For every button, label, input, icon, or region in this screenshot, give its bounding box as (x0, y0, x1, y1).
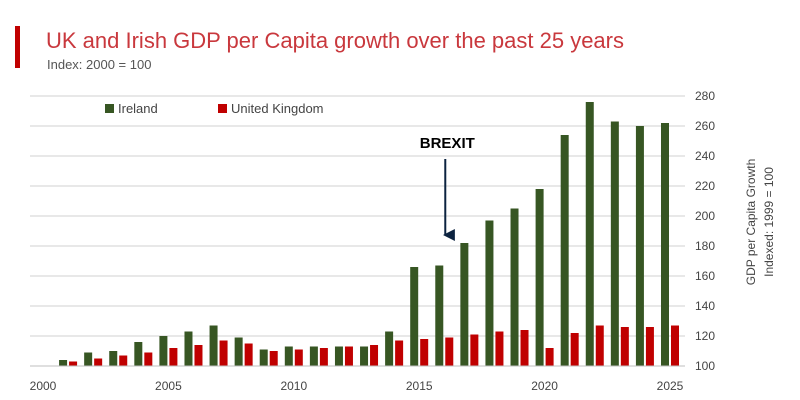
legend-swatch-united-kingdom (218, 104, 227, 113)
bar-united-kingdom-2014 (395, 340, 404, 366)
bar-ireland-2016 (435, 265, 444, 366)
bars (59, 102, 679, 366)
bar-united-kingdom-2004 (144, 352, 153, 366)
y-tick-label-240: 240 (695, 149, 715, 163)
bar-united-kingdom-2025 (671, 325, 679, 366)
bar-ireland-2022 (585, 102, 594, 366)
bar-united-kingdom-2015 (420, 339, 429, 366)
y-axis-label: GDP per Capita Growth Indexed: 1999 = 100 (744, 159, 776, 286)
bar-united-kingdom-2023 (620, 327, 629, 366)
bar-ireland-2020 (535, 189, 544, 366)
y-tick-label-200: 200 (695, 209, 715, 223)
bar-ireland-2010 (284, 346, 293, 366)
bar-united-kingdom-2020 (545, 348, 554, 366)
bar-united-kingdom-2011 (319, 348, 328, 366)
title-accent-bar (15, 26, 20, 68)
legend-swatch-ireland (105, 104, 114, 113)
y-axis-label-line-1: GDP per Capita Growth (744, 159, 758, 286)
bar-ireland-2019 (510, 208, 519, 366)
bar-united-kingdom-2007 (219, 340, 228, 366)
bar-ireland-2011 (309, 346, 318, 366)
y-tick-label-140: 140 (695, 299, 715, 313)
bar-ireland-2017 (460, 243, 469, 366)
y-tick-label-280: 280 (695, 89, 715, 103)
bar-ireland-2004 (134, 342, 143, 366)
legend-label-united-kingdom: United Kingdom (231, 101, 324, 116)
bar-united-kingdom-2009 (269, 351, 278, 366)
y-axis-label-line-2: Indexed: 1999 = 100 (762, 167, 776, 277)
chart-subtitle: Index: 2000 = 100 (47, 57, 152, 72)
bar-ireland-2007 (209, 325, 218, 366)
chart-title: UK and Irish GDP per Capita growth over … (46, 28, 624, 53)
y-tick-label-260: 260 (695, 119, 715, 133)
bar-united-kingdom-2017 (470, 334, 479, 366)
bar-ireland-2015 (410, 267, 419, 366)
bar-ireland-2009 (259, 349, 268, 366)
y-tick-label-180: 180 (695, 239, 715, 253)
gridlines (30, 95, 685, 337)
bar-ireland-2024 (635, 126, 644, 366)
bar-ireland-2013 (360, 346, 369, 366)
bar-ireland-2002 (84, 352, 93, 366)
bar-united-kingdom-2001 (69, 361, 78, 366)
bar-united-kingdom-2005 (169, 348, 178, 366)
legend-label-ireland: Ireland (118, 101, 158, 116)
annotations: BREXIT (420, 135, 475, 241)
bar-ireland-2005 (159, 336, 168, 366)
annotation-label: BREXIT (420, 135, 475, 152)
y-tick-label-120: 120 (695, 329, 715, 343)
bar-united-kingdom-2021 (570, 333, 579, 366)
bar-united-kingdom-2006 (194, 345, 203, 366)
bar-united-kingdom-2003 (119, 355, 128, 366)
bar-united-kingdom-2016 (445, 337, 454, 366)
bar-united-kingdom-2010 (294, 349, 303, 366)
legend: Ireland United Kingdom (105, 101, 324, 116)
axes: 100 120 140 160 180 200 220 240 260 280 2000 2005 20… (30, 89, 716, 393)
bar-ireland-2018 (485, 220, 494, 366)
bar-united-kingdom-2012 (344, 346, 353, 366)
bar-ireland-2006 (184, 331, 193, 366)
bar-united-kingdom-2024 (645, 327, 654, 366)
x-tick-label-2025: 2025 (657, 379, 684, 393)
bar-united-kingdom-2013 (370, 345, 379, 366)
x-tick-label-2015: 2015 (406, 379, 433, 393)
bar-ireland-2014 (385, 331, 394, 366)
bar-ireland-2003 (109, 351, 118, 366)
bar-ireland-2008 (234, 337, 243, 366)
bar-ireland-2012 (334, 346, 343, 366)
bar-united-kingdom-2008 (244, 343, 253, 366)
x-tick-label-2020: 2020 (531, 379, 558, 393)
y-tick-label-160: 160 (695, 269, 715, 283)
bar-united-kingdom-2022 (595, 325, 604, 366)
bar-united-kingdom-2019 (520, 330, 529, 366)
x-tick-label-2000: 2000 (30, 379, 57, 393)
bar-ireland-2021 (560, 135, 569, 366)
bar-united-kingdom-2002 (94, 358, 103, 366)
bar-united-kingdom-2018 (495, 331, 504, 366)
bar-ireland-2001 (59, 360, 68, 366)
y-tick-label-100: 100 (695, 359, 715, 373)
x-tick-label-2010: 2010 (280, 379, 307, 393)
bar-ireland-2023 (610, 121, 619, 366)
x-tick-label-2005: 2005 (155, 379, 182, 393)
bar-ireland-2025 (661, 123, 669, 366)
y-tick-label-220: 220 (695, 179, 715, 193)
